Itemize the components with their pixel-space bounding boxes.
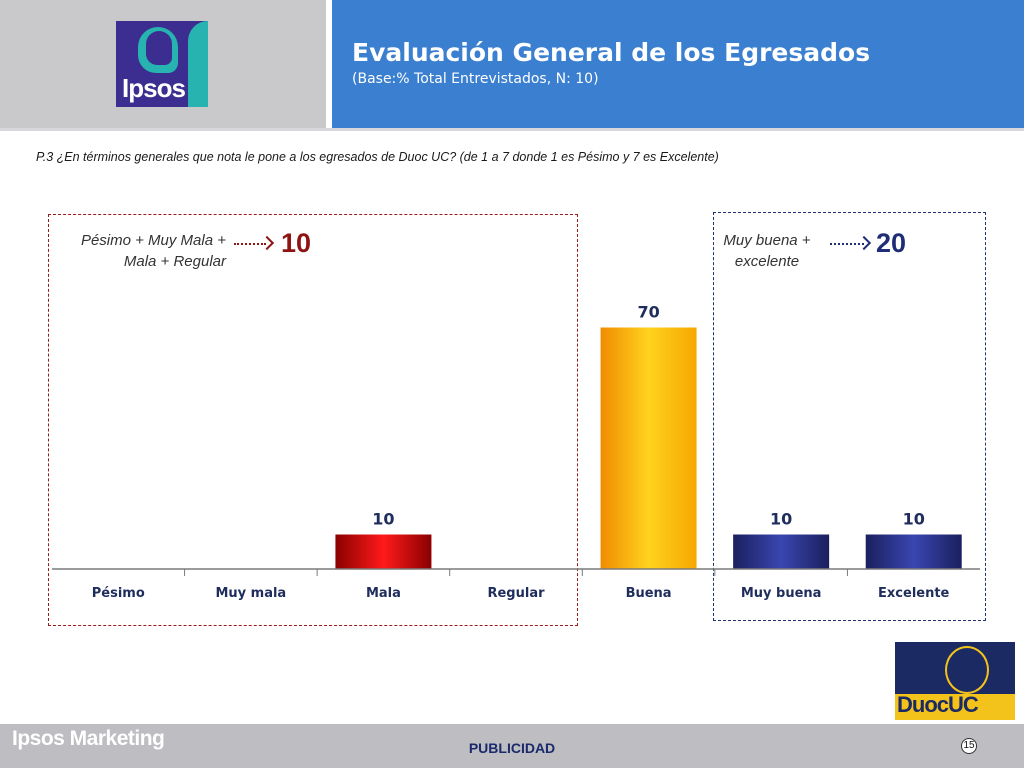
- negative-group-label-line1: Pésimo + Muy Mala +: [80, 232, 226, 249]
- logo-swoosh-icon: [188, 21, 208, 107]
- data-label: 10: [372, 510, 394, 529]
- duoc-uc-logo-text: DuocUC: [897, 692, 979, 717]
- positive-group-label: Muy buena + excelente: [712, 230, 822, 272]
- x-tick-label: Muy mala: [215, 586, 286, 601]
- negative-group-label-line2: Mala + Regular: [123, 253, 226, 270]
- question-text: P.3 ¿En términos generales que nota le p…: [36, 150, 719, 164]
- negative-group-label: Pésimo + Muy Mala + Mala + Regular: [54, 230, 226, 272]
- header-divider: [0, 128, 1024, 131]
- page-subtitle: (Base:% Total Entrevistados, N: 10): [352, 71, 599, 87]
- positive-group-box: [713, 212, 986, 621]
- negative-arrow-dots: [234, 243, 266, 245]
- page-number: 15: [961, 738, 977, 754]
- positive-group-label-line1: Muy buena +: [723, 232, 811, 249]
- x-tick-label: Muy buena: [741, 586, 822, 601]
- bar-excelente: [865, 534, 962, 569]
- header-title-panel: [332, 0, 1024, 128]
- seal-icon: [945, 646, 989, 694]
- bar-buena: [600, 327, 697, 569]
- x-tick-label: Buena: [626, 586, 672, 601]
- ipsos-logo: Ipsos: [116, 21, 208, 107]
- positive-group-label-line2: excelente: [734, 253, 800, 270]
- x-tick-label: Excelente: [878, 586, 950, 601]
- bar-mala: [335, 534, 432, 569]
- x-tick-label: Pésimo: [92, 586, 145, 601]
- page-title: Evaluación General de los Egresados: [352, 38, 871, 67]
- duoc-uc-logo: DuocUC: [895, 642, 1015, 720]
- header-separator: [326, 0, 332, 128]
- negative-group-value: 10: [281, 228, 312, 258]
- positive-arrow-dots: [830, 243, 864, 245]
- positive-group-value: 20: [876, 228, 907, 258]
- footer-section-label: PUBLICIDAD: [468, 740, 556, 756]
- logo-text: Ipsos: [122, 73, 186, 103]
- bar-muy-buena: [733, 534, 830, 569]
- footer-brand: Ipsos Marketing: [12, 727, 165, 750]
- logo-head-inner: [146, 31, 172, 65]
- data-label: 10: [903, 510, 925, 529]
- data-label: 10: [770, 510, 792, 529]
- data-label: 70: [637, 303, 659, 322]
- x-tick-label: Regular: [487, 586, 545, 601]
- x-tick-label: Mala: [366, 586, 401, 601]
- negative-group-box: [48, 214, 578, 626]
- footer-bar: [0, 724, 1024, 768]
